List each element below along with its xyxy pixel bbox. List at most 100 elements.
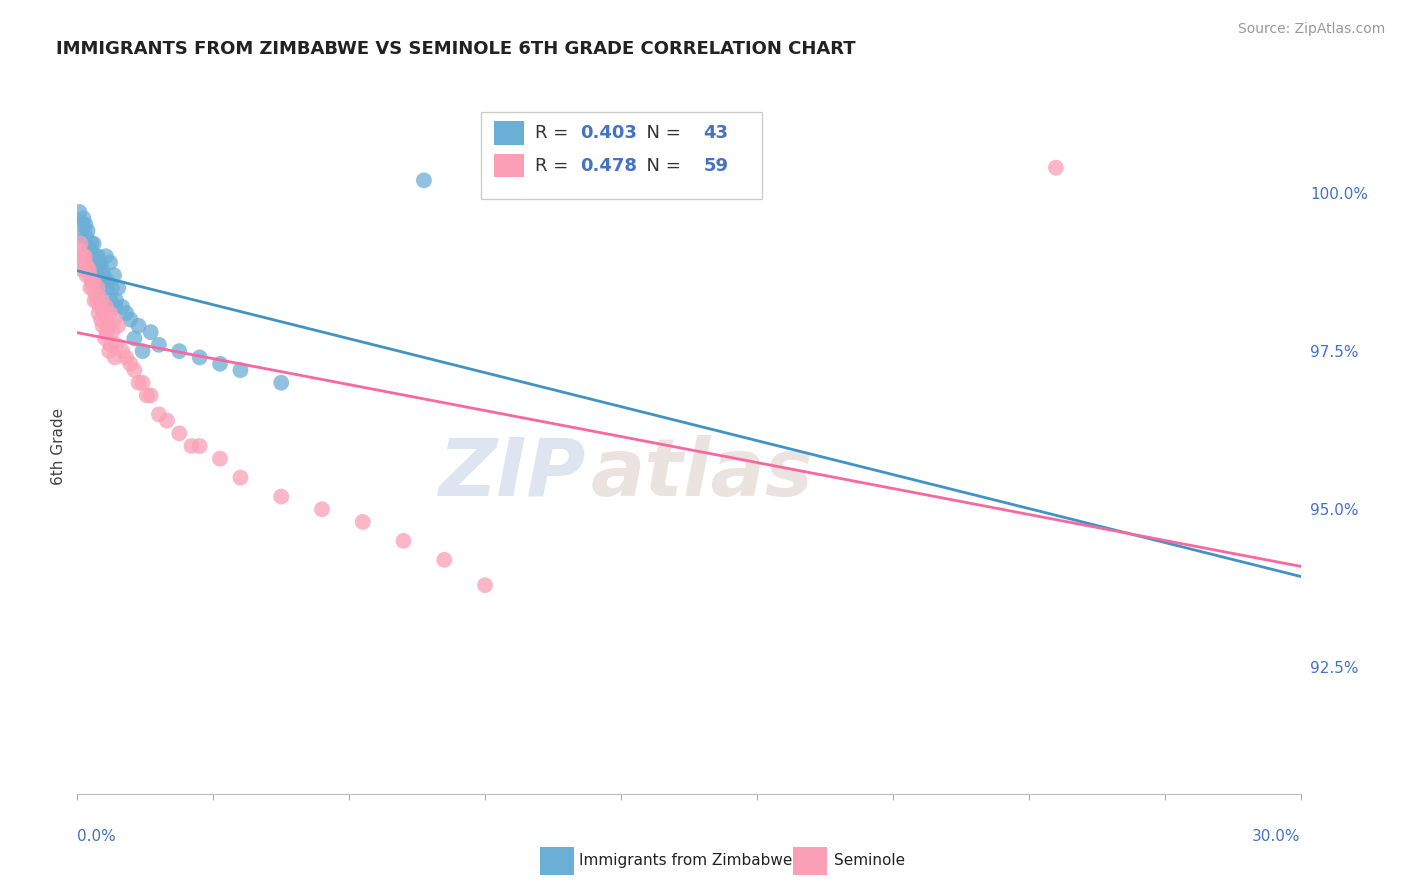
Point (107, 318, 129, 333)
Point (75, 268, 97, 283)
Point (97, 275, 120, 289)
Point (93, 268, 115, 283)
Text: N =: N = (636, 157, 686, 175)
Point (229, 470, 252, 484)
Point (180, 439, 202, 453)
Point (100, 293, 122, 308)
Point (1045, 161, 1067, 175)
Point (73, 249, 96, 263)
Point (75, 218, 97, 232)
Point (188, 351, 211, 365)
Text: Immigrants from Zimbabwe: Immigrants from Zimbabwe (579, 854, 793, 868)
Point (83, 236, 105, 251)
Text: 0.403: 0.403 (581, 124, 637, 142)
Point (89, 255, 111, 269)
Point (107, 281, 129, 295)
Point (98, 255, 121, 269)
Point (100, 338, 122, 352)
Point (90, 293, 112, 308)
Point (128, 318, 150, 333)
Point (84, 249, 107, 263)
Point (97, 318, 120, 333)
Point (70, 255, 93, 269)
Point (209, 451, 232, 466)
Point (94, 249, 117, 263)
Point (91, 275, 114, 289)
Point (94, 331, 117, 345)
Point (120, 357, 142, 371)
Text: 30.0%: 30.0% (1253, 829, 1301, 844)
Point (169, 426, 191, 441)
Point (87, 261, 110, 276)
Point (96, 325, 118, 339)
Point (79, 243, 101, 257)
Point (135, 388, 157, 402)
FancyBboxPatch shape (495, 121, 524, 145)
Point (105, 293, 128, 308)
Point (84, 287, 107, 301)
Point (87, 249, 110, 263)
Point (124, 331, 146, 345)
Point (139, 325, 162, 339)
Point (72, 249, 94, 263)
Point (229, 363, 252, 377)
Point (83, 275, 105, 289)
Point (75, 255, 97, 269)
Point (87, 281, 110, 295)
Point (115, 351, 138, 365)
Point (474, 578, 496, 592)
Point (115, 306, 138, 320)
Point (67, 205, 90, 219)
Point (148, 408, 170, 422)
Y-axis label: 6th Grade: 6th Grade (51, 408, 66, 484)
Point (72, 211, 94, 226)
Text: R =: R = (534, 157, 574, 175)
Point (209, 357, 232, 371)
Text: 0.0%: 0.0% (77, 829, 117, 844)
Text: R =: R = (534, 124, 574, 142)
Point (90, 261, 112, 276)
Point (103, 268, 125, 283)
Point (76, 261, 98, 276)
Point (79, 243, 101, 257)
Point (91, 318, 114, 333)
Point (270, 376, 292, 390)
Point (79, 281, 101, 295)
Point (111, 300, 134, 314)
Point (352, 515, 374, 529)
Point (87, 306, 110, 320)
Point (76, 224, 98, 238)
Text: IMMIGRANTS FROM ZIMBABWE VS SEMINOLE 6TH GRADE CORRELATION CHART: IMMIGRANTS FROM ZIMBABWE VS SEMINOLE 6TH… (56, 40, 856, 58)
Point (70, 261, 93, 276)
Point (70, 230, 93, 244)
Point (75, 230, 97, 244)
FancyBboxPatch shape (481, 112, 762, 199)
Point (124, 363, 146, 377)
Point (82, 281, 104, 295)
Point (90, 312, 112, 326)
Point (104, 300, 127, 314)
Point (101, 281, 124, 295)
Point (188, 439, 211, 453)
Point (128, 376, 150, 390)
Point (104, 351, 127, 365)
Point (67, 243, 90, 257)
Point (131, 376, 153, 390)
Point (86, 293, 108, 308)
Point (111, 344, 134, 359)
Point (89, 300, 111, 314)
Point (413, 173, 436, 187)
Point (80, 236, 103, 251)
Point (311, 502, 333, 516)
Point (392, 533, 415, 548)
Point (101, 325, 124, 339)
Point (105, 338, 128, 352)
Point (98, 344, 121, 359)
Point (69, 236, 91, 251)
Text: 0.478: 0.478 (581, 157, 637, 175)
Point (433, 553, 456, 567)
Point (80, 275, 103, 289)
Point (169, 344, 191, 359)
Text: Source: ZipAtlas.com: Source: ZipAtlas.com (1237, 22, 1385, 37)
Text: atlas: atlas (591, 434, 814, 513)
